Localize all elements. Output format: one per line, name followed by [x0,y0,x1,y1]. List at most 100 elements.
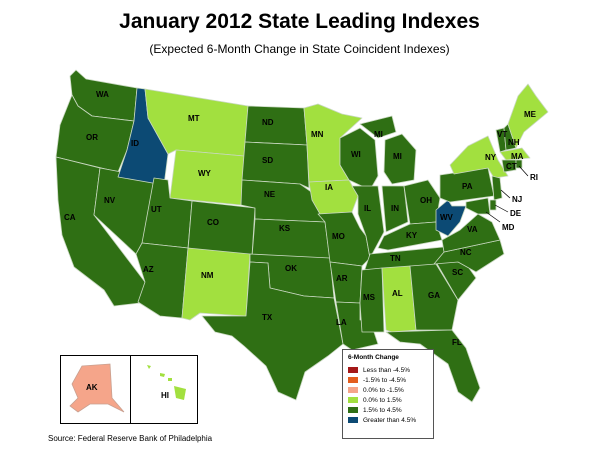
legend-swatch [348,417,358,423]
state-AL[interactable] [381,265,417,333]
label-MS: MS [363,293,376,302]
legend-label: 0.0% to 1.5% [363,396,402,404]
label-IL: IL [364,204,371,213]
label-CO: CO [207,218,219,227]
legend-item: 0.0% to -1.5% [348,385,428,395]
state-MI[interactable] [359,115,417,185]
legend-label: Less than -4.5% [363,366,410,374]
legend-item: 1.5% to 4.5% [348,405,428,415]
label-VT: VT [497,130,507,139]
state-IN[interactable] [381,185,409,233]
legend-items: Less than -4.5% -1.5% to -4.5% 0.0% to -1.… [348,365,428,425]
state-WI[interactable] [339,127,379,191]
legend-swatch [348,397,358,403]
state-TX[interactable] [201,261,344,401]
label-NY: NY [485,153,497,162]
label-NH: NH [508,138,520,147]
label-SD: SD [262,156,273,165]
inset-divider [130,355,131,424]
label-WY: WY [198,169,212,178]
label-MI-upper: MI [374,130,383,139]
state-NJ[interactable] [491,175,503,201]
state-ND[interactable] [244,105,308,146]
label-AK: AK [86,383,98,392]
state-DE[interactable] [489,199,497,211]
md-leader-line [485,211,501,223]
state-RI[interactable] [515,159,523,169]
label-LA: LA [336,318,347,327]
state-MS[interactable] [359,267,385,333]
legend-title: 6-Month Change [348,354,399,361]
alaska-hawaii-inset [60,355,198,424]
label-MA: MA [511,152,524,161]
state-NM[interactable] [181,247,251,321]
label-WV: WV [440,213,454,222]
state-HI[interactable] [147,365,186,400]
label-NC: NC [460,248,472,257]
legend-swatch [348,407,358,413]
state-MA[interactable] [499,147,531,161]
label-ME: ME [524,110,537,119]
state-AK[interactable] [69,363,125,413]
ri-leader-line [518,165,529,177]
map-subtitle: (Expected 6-Month Change in State Coinci… [149,42,450,56]
label-IN: IN [391,204,399,213]
label-AZ: AZ [143,265,154,274]
label-IA: IA [325,183,333,192]
label-AL: AL [392,289,403,298]
label-FL: FL [452,338,462,347]
legend-label: 1.5% to 4.5% [363,406,402,414]
label-NM: NM [201,271,214,280]
label-CT: CT [506,162,517,171]
label-MT: MT [188,114,200,123]
label-OK: OK [285,264,297,273]
state-NY[interactable] [449,135,509,179]
legend-swatch [348,367,358,373]
label-KY: KY [406,231,418,240]
legend-label: Greater than 4.5% [363,416,417,424]
label-TX: TX [262,313,273,322]
label-NV: NV [104,196,116,205]
label-MO: MO [332,232,345,241]
legend-item: Greater than 4.5% [348,415,428,425]
state-GA[interactable] [409,263,459,331]
label-TN: TN [390,254,401,263]
label-NJ: NJ [512,195,522,204]
label-UT: UT [151,205,162,214]
label-WI: WI [351,150,361,159]
label-RI: RI [530,173,538,182]
label-WA: WA [96,90,109,99]
state-SD[interactable] [241,141,310,189]
state-CO[interactable] [187,200,256,257]
label-NE: NE [264,190,276,199]
label-MD: MD [502,223,515,232]
state-VA[interactable] [441,213,501,253]
label-AR: AR [336,274,348,283]
label-OH: OH [420,196,432,205]
label-KS: KS [279,224,291,233]
label-MI: MI [393,152,402,161]
label-ID: ID [131,139,139,148]
state-IL[interactable] [351,185,385,259]
state-CT[interactable] [501,159,517,173]
state-MD[interactable] [465,197,491,215]
label-SC: SC [452,268,463,277]
label-PA: PA [462,182,473,191]
label-DE: DE [510,209,522,218]
label-CA: CA [64,213,76,222]
label-ND: ND [262,118,274,127]
state-KS[interactable] [251,218,331,261]
nj-leader-line [500,189,511,199]
legend-label: -1.5% to -4.5% [363,376,406,384]
source-note: Source: Federal Reserve Bank of Philadel… [48,434,213,443]
legend-swatch [348,387,358,393]
legend: 6-Month Change Less than -4.5% -1.5% to -… [342,349,434,439]
legend-label: 0.0% to -1.5% [363,386,404,394]
label-VA: VA [467,225,478,234]
state-ME[interactable] [507,83,549,149]
legend-item: 0.0% to 1.5% [348,395,428,405]
legend-item: Less than -4.5% [348,365,428,375]
state-FL[interactable] [385,329,481,403]
label-MN: MN [311,130,324,139]
